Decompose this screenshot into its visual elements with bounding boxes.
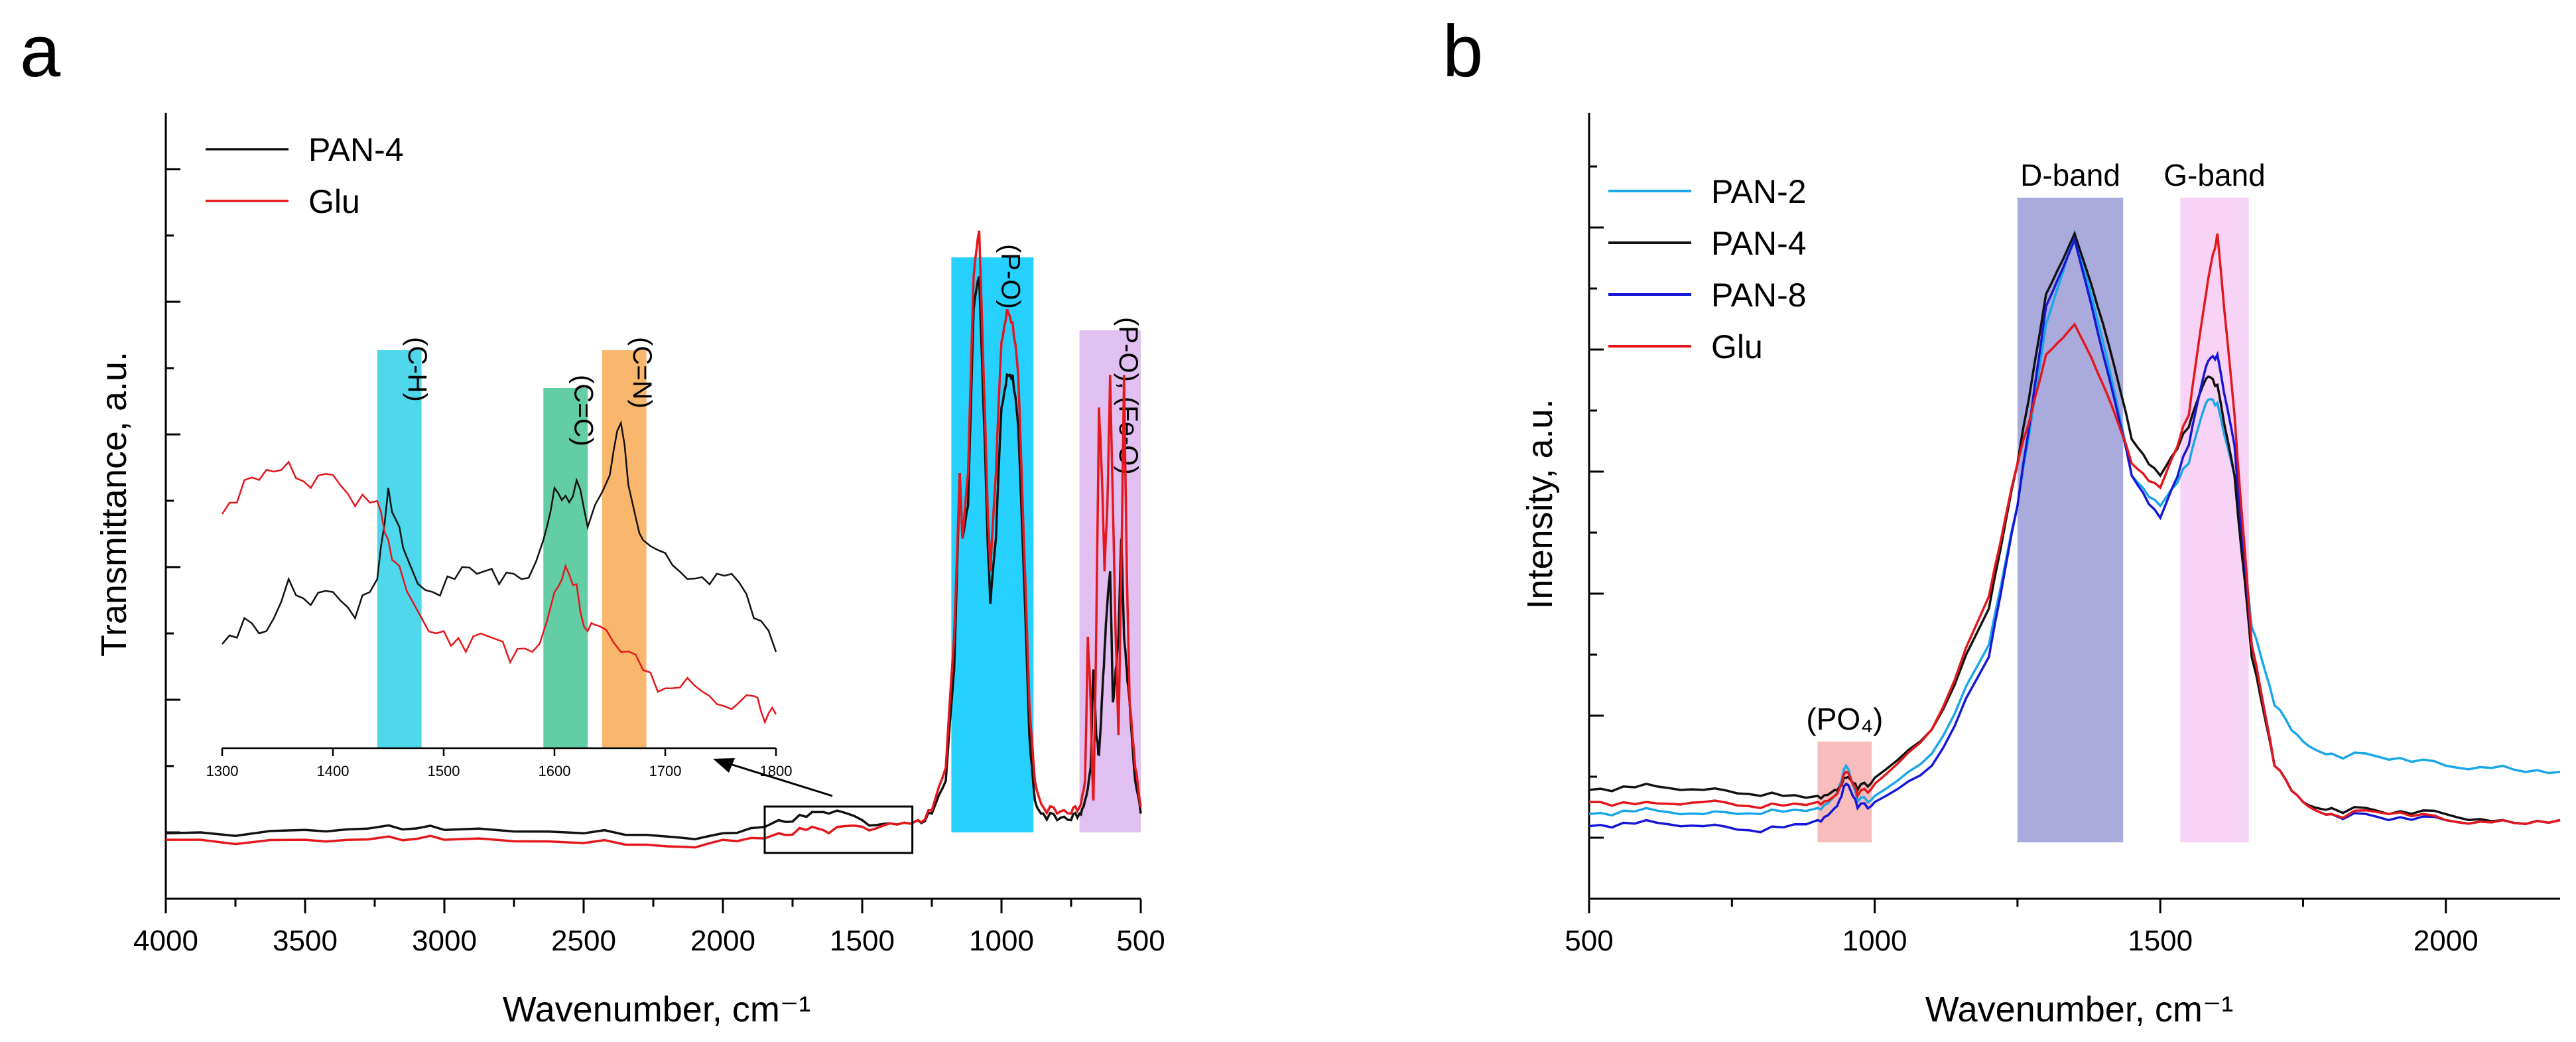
chart-b: (PO₄) D-band G-band 500 1000 1500 2000 PAN-2 PAN… (1565, 113, 2561, 957)
chart-b-xtick-label: 1000 (1842, 925, 1907, 957)
chart-a-xtick-label: 4000 (133, 925, 198, 957)
chart-a-xtick-label: 3500 (273, 925, 338, 957)
inset-xtick-label: 1600 (539, 763, 571, 779)
chart-a-xtick-label: 1500 (830, 925, 895, 957)
legend-b-label-1: PAN-4 (1711, 225, 1807, 262)
band-b-label-2: G-band (2163, 158, 2265, 192)
chart-a-xtick-label: 1000 (969, 925, 1034, 957)
legend-b-label-2: PAN-8 (1711, 277, 1807, 314)
inset-series-glu (221, 460, 777, 725)
chart-b-xtick-label: 500 (1565, 925, 1613, 957)
chart-b-xtick-label: 2000 (2414, 925, 2479, 957)
legend-b-label-0: PAN-2 (1711, 173, 1807, 210)
inset-band-0 (377, 350, 422, 748)
series-a-glu (166, 230, 1142, 849)
chart-b-xlabel: Wavenumber, cm⁻¹ (1925, 990, 2234, 1029)
inset-xtick-label: 1500 (428, 763, 460, 779)
chart-a-xtick-label: 2500 (551, 925, 616, 957)
series-a-pan-4 (165, 276, 1142, 840)
series-b-pan-2 (1588, 229, 2561, 817)
panel-a-letter: a (20, 11, 61, 92)
chart-b-ylabel: Intensity, a.u. (1520, 399, 1560, 609)
chart-a: (P-O) (P-O), (Fe-O) 4000 3500 3000 2500 2000 15… (133, 113, 1165, 957)
series-b-glu (1589, 233, 2561, 825)
band-b-label-1: D-band (2020, 158, 2120, 192)
zoom-box (763, 805, 914, 854)
chart-a-xlabel: Wavenumber, cm⁻¹ (503, 990, 811, 1029)
inset-band-label-0: (C-H) (403, 337, 432, 402)
legend-a-label-1: Glu (308, 183, 360, 220)
band-b-label-0: (PO₄) (1806, 702, 1883, 736)
chart-a-xtick-label: 3000 (412, 925, 477, 957)
inset-xtick-label: 1800 (760, 763, 793, 779)
panel-b-letter: b (1443, 11, 1483, 92)
chart-b-xtick-label: 1500 (2128, 925, 2193, 957)
zoom-arrow (719, 759, 833, 797)
inset-band-label-1: (C=C) (569, 375, 598, 446)
band-b-1 (2017, 198, 2124, 842)
band-a-label-1: (P-O), (Fe-O) (1114, 317, 1143, 475)
inset-xtick-label: 1300 (206, 763, 239, 779)
legend-b-label-3: Glu (1711, 328, 1763, 365)
inset-band-label-2: (C=N) (627, 337, 657, 409)
inset-series-pan-4 (222, 420, 777, 653)
band-a-label-0: (P-O) (996, 244, 1025, 309)
zoom-arrow-head (713, 758, 735, 773)
chart-a-xtick-label: 2000 (690, 925, 755, 957)
series-b-pan-4 (1588, 230, 2561, 825)
inset-band-2 (602, 350, 647, 748)
inset-xtick-label: 1700 (649, 763, 682, 779)
chart-a-xtick-label: 500 (1116, 925, 1165, 957)
legend-a-label-0: PAN-4 (308, 131, 404, 168)
band-b-0 (1817, 742, 1872, 842)
chart-a-ylabel: Transmittance, a.u. (94, 352, 134, 657)
inset-xtick-label: 1400 (317, 763, 350, 779)
